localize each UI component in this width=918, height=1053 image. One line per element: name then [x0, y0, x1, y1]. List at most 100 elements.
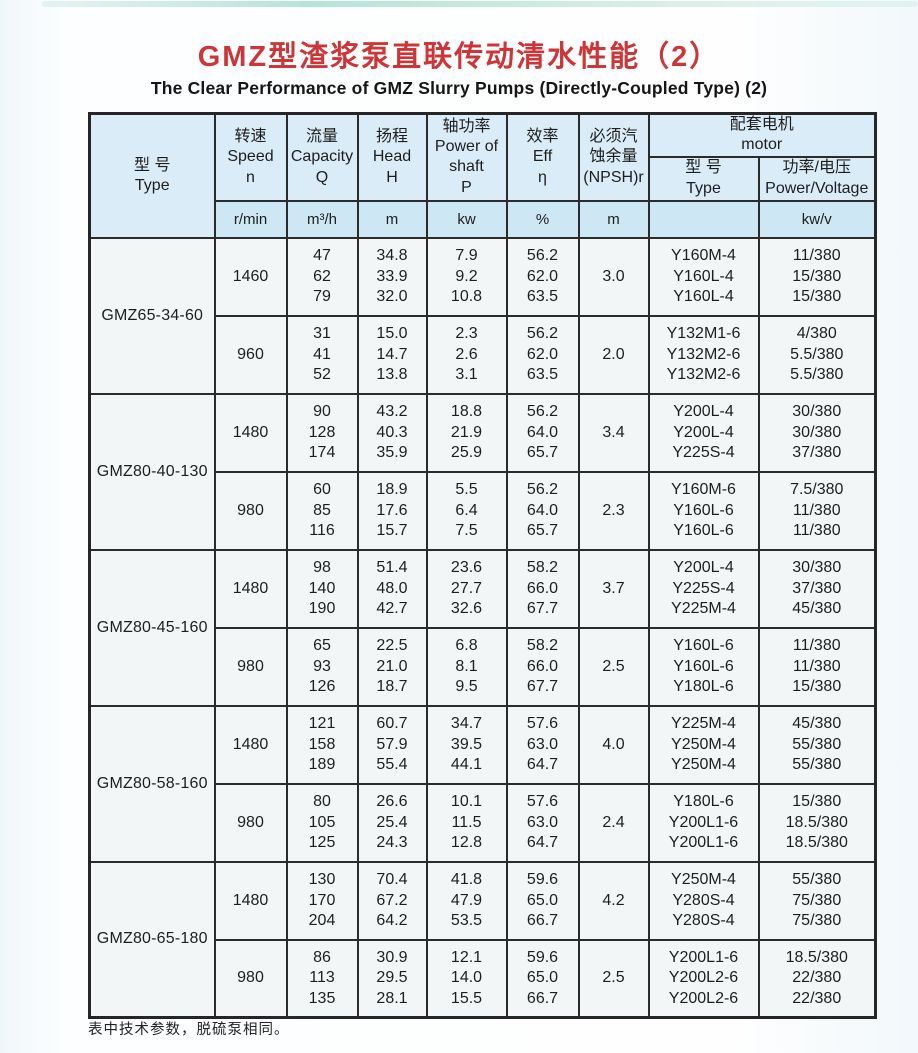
header-shaft-power: 轴功率 Power of shaft P	[425, 112, 508, 202]
header-efficiency: 效率 Eff η	[505, 112, 580, 202]
head-cell: 15.0 14.7 13.8	[356, 314, 428, 395]
capacity-cell: 47 62 79	[285, 236, 359, 317]
npsh-cell: 4.2	[577, 860, 650, 941]
unit-npsh: m	[577, 199, 650, 239]
capacity-cell: 80 105 125	[285, 782, 359, 863]
rpm-cell: 960	[213, 314, 288, 395]
rpm-cell: 980	[213, 782, 288, 863]
npsh-cell: 2.3	[577, 470, 650, 551]
shaft-power-cell: 18.8 21.9 25.9	[425, 392, 508, 473]
motor-type-cell: Y250M-4 Y280S-4 Y280S-4	[647, 860, 760, 941]
motor-type-cell: Y180L-6 Y200L1-6 Y200L1-6	[647, 782, 760, 863]
capacity-cell: 86 113 135	[285, 938, 359, 1019]
table-row: 980 60 85 116 18.9 17.6 15.7 5.5 6.4 7.5…	[90, 470, 877, 551]
header-motor-power: 功率/电压 Power/Voltage	[757, 155, 877, 202]
rpm-cell: 980	[213, 470, 288, 551]
rpm-cell: 1480	[213, 704, 288, 785]
head-cell: 43.2 40.3 35.9	[356, 392, 428, 473]
motor-power-cell: 45/380 55/380 55/380	[757, 704, 877, 785]
table-row: 980 65 93 126 22.5 21.0 18.7 6.8 8.1 9.5…	[90, 626, 877, 707]
npsh-cell: 2.5	[577, 626, 650, 707]
capacity-cell: 60 85 116	[285, 470, 359, 551]
efficiency-cell: 56.2 62.0 63.5	[505, 236, 580, 317]
model-cell: GMZ65-34-60	[88, 236, 216, 395]
head-cell: 30.9 29.5 28.1	[356, 938, 428, 1019]
head-cell: 26.6 25.4 24.3	[356, 782, 428, 863]
capacity-cell: 130 170 204	[285, 860, 359, 941]
rpm-cell: 1480	[213, 548, 288, 629]
table-row: GMZ80-58-160 1480 121 158 189 60.7 57.9 …	[88, 704, 877, 863]
capacity-cell: 98 140 190	[285, 548, 359, 629]
header-motor-group: 配套电机 motor	[647, 112, 877, 158]
rpm-cell: 1460	[213, 236, 288, 317]
shaft-power-cell: 34.7 39.5 44.1	[425, 704, 508, 785]
head-cell: 34.8 33.9 32.0	[356, 236, 428, 317]
unit-shaft-power: kw	[425, 199, 508, 239]
motor-power-cell: 7.5/380 11/380 11/380	[757, 470, 877, 551]
header-npsh: 必须汽 蚀余量 (NPSH)r	[577, 112, 650, 202]
shaft-power-cell: 41.8 47.9 53.5	[425, 860, 508, 941]
motor-power-cell: 55/380 75/380 75/380	[757, 860, 877, 941]
motor-power-cell: 11/380 15/380 15/380	[757, 236, 877, 317]
page-subtitle: The Clear Performance of GMZ Slurry Pump…	[150, 78, 768, 98]
motor-power-cell: 30/380 37/380 45/380	[757, 548, 877, 629]
npsh-cell: 2.4	[577, 782, 650, 863]
table-row: GMZ65-34-60 1460 47 62 79 34.8 33.9 32.0…	[88, 236, 877, 395]
model-cell: GMZ80-58-160	[88, 704, 216, 863]
unit-efficiency: %	[505, 199, 580, 239]
motor-type-cell: Y200L1-6 Y200L2-6 Y200L2-6	[647, 938, 760, 1019]
head-cell: 51.4 48.0 42.7	[356, 548, 428, 629]
motor-type-cell: Y160M-4 Y160L-4 Y160L-4	[647, 236, 760, 317]
model-cell: GMZ80-45-160	[88, 548, 216, 707]
capacity-cell: 90 128 174	[285, 392, 359, 473]
head-cell: 22.5 21.0 18.7	[356, 626, 428, 707]
table-row: 960 31 41 52 15.0 14.7 13.8 2.3 2.6 3.1 …	[90, 314, 877, 395]
shaft-power-cell: 2.3 2.6 3.1	[425, 314, 508, 395]
npsh-cell: 3.0	[577, 236, 650, 317]
npsh-cell: 4.0	[577, 704, 650, 785]
efficiency-cell: 58.2 66.0 67.7	[505, 626, 580, 707]
header-type: 型 号 Type	[88, 112, 216, 239]
npsh-cell: 2.0	[577, 314, 650, 395]
table-row: 980 86 113 135 30.9 29.5 28.1 12.1 14.0 …	[90, 938, 877, 1019]
motor-power-cell: 11/380 11/380 15/380	[757, 626, 877, 707]
performance-table: 型 号 Type 转速 Speed n 流量 Capacity Q 扬程 Hea…	[88, 112, 878, 1020]
shaft-power-cell: 6.8 8.1 9.5	[425, 626, 508, 707]
efficiency-cell: 56.2 62.0 63.5	[505, 314, 580, 395]
head-cell: 60.7 57.9 55.4	[356, 704, 428, 785]
table-row: GMZ80-45-160 1480 98 140 190 51.4 48.0 4…	[88, 548, 877, 707]
motor-power-cell: 15/380 18.5/380 18.5/380	[757, 782, 877, 863]
table-row: GMZ80-65-180 1480 130 170 204 70.4 67.2 …	[88, 860, 877, 1019]
header-speed: 转速 Speed n	[213, 112, 288, 202]
capacity-cell: 31 41 52	[285, 314, 359, 395]
motor-type-cell: Y160L-6 Y160L-6 Y180L-6	[647, 626, 760, 707]
head-cell: 70.4 67.2 64.2	[356, 860, 428, 941]
npsh-cell: 3.7	[577, 548, 650, 629]
shaft-power-cell: 10.1 11.5 12.8	[425, 782, 508, 863]
efficiency-cell: 57.6 63.0 64.7	[505, 782, 580, 863]
npsh-cell: 2.5	[577, 938, 650, 1019]
rpm-cell: 1480	[213, 860, 288, 941]
motor-type-cell: Y132M1-6 Y132M2-6 Y132M2-6	[647, 314, 760, 395]
npsh-cell: 3.4	[577, 392, 650, 473]
page-top-edge-decoration	[42, 1, 918, 7]
shaft-power-cell: 23.6 27.7 32.6	[425, 548, 508, 629]
unit-motor-type	[647, 199, 760, 239]
unit-motor-power: kw/v	[757, 199, 877, 239]
efficiency-cell: 57.6 63.0 64.7	[505, 704, 580, 785]
rpm-cell: 1480	[213, 392, 288, 473]
motor-type-cell: Y200L-4 Y200L-4 Y225S-4	[647, 392, 760, 473]
shaft-power-cell: 7.9 9.2 10.8	[425, 236, 508, 317]
motor-type-cell: Y200L-4 Y225S-4 Y225M-4	[647, 548, 760, 629]
efficiency-cell: 59.6 65.0 66.7	[505, 938, 580, 1019]
motor-power-cell: 18.5/380 22/380 22/380	[757, 938, 877, 1019]
motor-type-cell: Y160M-6 Y160L-6 Y160L-6	[647, 470, 760, 551]
model-cell: GMZ80-65-180	[88, 860, 216, 1019]
motor-type-cell: Y225M-4 Y250M-4 Y250M-4	[647, 704, 760, 785]
efficiency-cell: 56.2 64.0 65.7	[505, 392, 580, 473]
efficiency-cell: 56.2 64.0 65.7	[505, 470, 580, 551]
head-cell: 18.9 17.6 15.7	[356, 470, 428, 551]
rpm-cell: 980	[213, 626, 288, 707]
motor-power-cell: 30/380 30/380 37/380	[757, 392, 877, 473]
unit-speed: r/min	[213, 199, 288, 239]
